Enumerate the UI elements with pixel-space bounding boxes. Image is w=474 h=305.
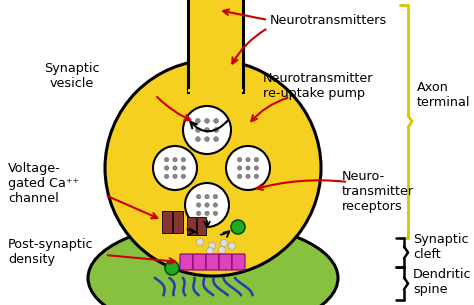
Circle shape: [213, 211, 218, 216]
Circle shape: [164, 157, 169, 162]
Circle shape: [181, 157, 185, 162]
Circle shape: [213, 195, 218, 199]
Circle shape: [183, 106, 231, 154]
Circle shape: [205, 195, 209, 199]
Circle shape: [246, 174, 250, 178]
Circle shape: [185, 183, 229, 227]
Text: Synaptic
cleft: Synaptic cleft: [413, 233, 468, 261]
Circle shape: [196, 203, 201, 207]
FancyArrowPatch shape: [157, 97, 191, 120]
Circle shape: [214, 137, 219, 142]
FancyBboxPatch shape: [219, 254, 232, 270]
Circle shape: [214, 127, 219, 132]
Circle shape: [219, 246, 226, 253]
Circle shape: [164, 174, 169, 178]
FancyArrowPatch shape: [187, 229, 195, 234]
FancyArrowPatch shape: [221, 231, 229, 237]
Ellipse shape: [105, 60, 321, 276]
Text: Neurotransmitter
re-uptake pump: Neurotransmitter re-uptake pump: [263, 72, 374, 100]
Circle shape: [205, 137, 210, 142]
Bar: [197, 217, 206, 235]
Circle shape: [196, 195, 201, 199]
Bar: [162, 211, 172, 233]
Circle shape: [254, 166, 258, 170]
Circle shape: [207, 247, 213, 254]
FancyBboxPatch shape: [232, 254, 245, 270]
Circle shape: [181, 174, 185, 178]
Circle shape: [173, 174, 177, 178]
Circle shape: [237, 166, 242, 170]
Circle shape: [209, 242, 216, 249]
Circle shape: [254, 157, 258, 162]
Circle shape: [173, 157, 177, 162]
Text: Dendritic
spine: Dendritic spine: [413, 268, 472, 296]
FancyArrowPatch shape: [191, 120, 228, 131]
FancyArrowPatch shape: [232, 29, 265, 63]
Circle shape: [164, 166, 169, 170]
FancyBboxPatch shape: [180, 254, 193, 270]
FancyBboxPatch shape: [193, 254, 206, 270]
Text: Axon
terminal: Axon terminal: [417, 81, 471, 109]
Circle shape: [231, 220, 245, 234]
Circle shape: [254, 174, 258, 178]
Bar: [188, 0, 243, 92]
Circle shape: [220, 239, 228, 246]
Ellipse shape: [88, 223, 338, 305]
Circle shape: [205, 118, 210, 123]
FancyBboxPatch shape: [206, 254, 219, 270]
Circle shape: [205, 211, 209, 216]
Text: Neuro-
transmitter
receptors: Neuro- transmitter receptors: [342, 170, 414, 213]
Circle shape: [214, 118, 219, 123]
Circle shape: [173, 166, 177, 170]
Circle shape: [195, 137, 201, 142]
Circle shape: [153, 146, 197, 190]
Circle shape: [205, 203, 209, 207]
FancyArrowPatch shape: [108, 196, 157, 218]
Text: Neurotransmitters: Neurotransmitters: [270, 14, 387, 27]
Text: Synaptic
vesicle: Synaptic vesicle: [44, 62, 100, 90]
Circle shape: [226, 146, 270, 190]
Text: Post-synaptic
density: Post-synaptic density: [8, 238, 93, 266]
Circle shape: [213, 203, 218, 207]
Circle shape: [246, 166, 250, 170]
FancyArrowPatch shape: [251, 98, 287, 121]
Circle shape: [165, 261, 179, 275]
Circle shape: [237, 174, 242, 178]
Circle shape: [237, 157, 242, 162]
Circle shape: [196, 211, 201, 216]
FancyArrowPatch shape: [204, 221, 210, 227]
Circle shape: [181, 166, 185, 170]
FancyArrowPatch shape: [223, 9, 265, 20]
Bar: [188, 0, 243, 92]
Circle shape: [228, 242, 236, 249]
FancyArrowPatch shape: [108, 255, 175, 264]
Bar: [173, 211, 183, 233]
Circle shape: [246, 157, 250, 162]
Circle shape: [195, 118, 201, 123]
Circle shape: [195, 127, 201, 132]
Text: Voltage-
gated Ca⁺⁺
channel: Voltage- gated Ca⁺⁺ channel: [8, 162, 79, 205]
Circle shape: [197, 239, 203, 246]
FancyArrowPatch shape: [257, 180, 345, 190]
Bar: [187, 217, 196, 235]
Circle shape: [205, 127, 210, 132]
